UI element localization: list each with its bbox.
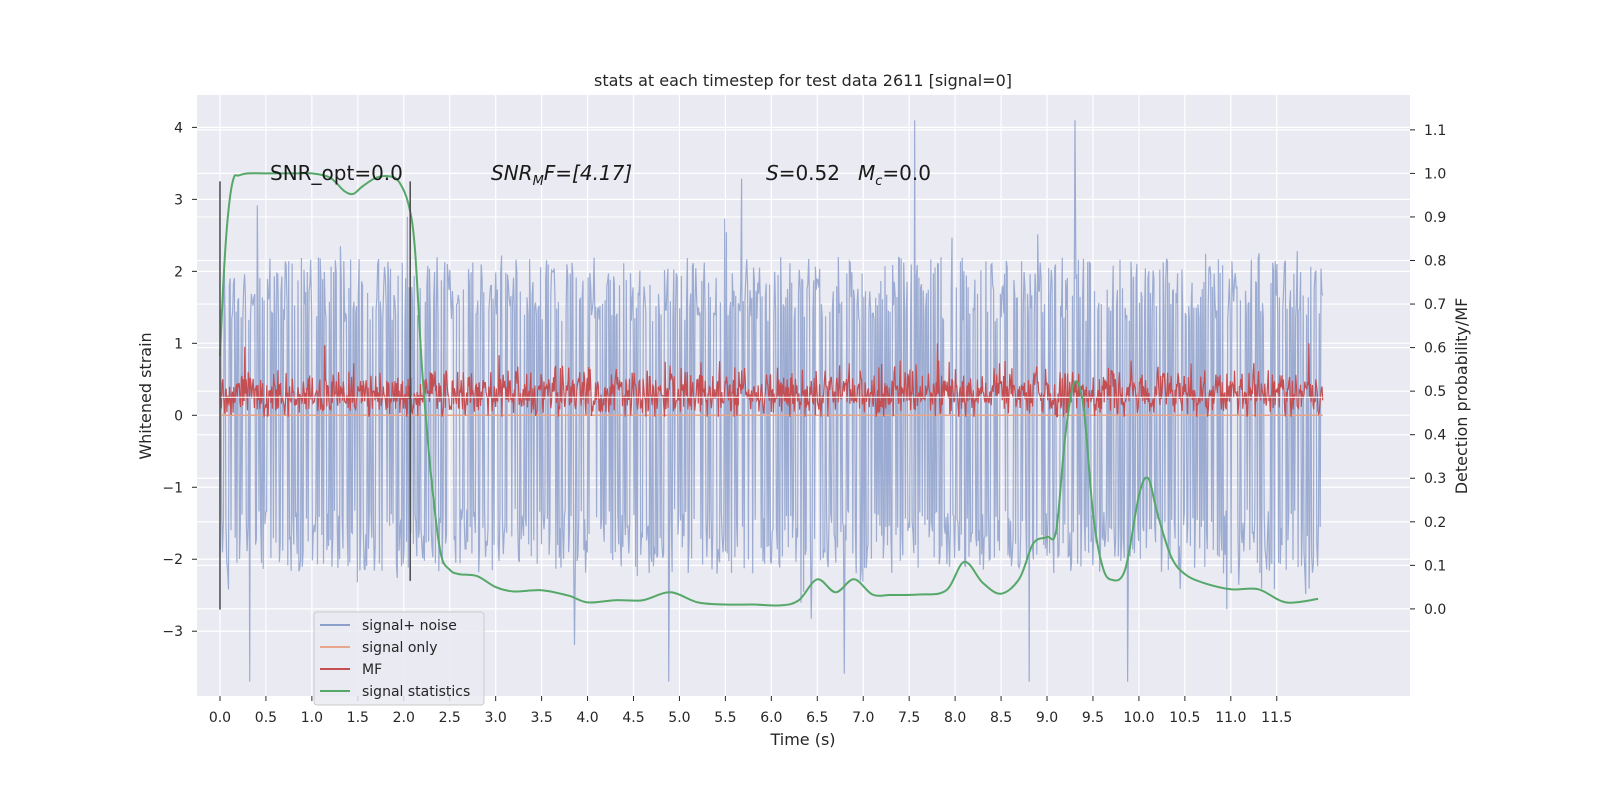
x-tick-label: 6.5 [806,710,828,726]
x-tick-label: 9.5 [1082,710,1104,726]
annotation-s-name: S [766,161,779,185]
x-tick-label: 10.5 [1169,710,1200,726]
x-tick-label: 8.5 [990,710,1012,726]
x-tick-label: 11.0 [1215,710,1246,726]
y-right-tick-label: 0.1 [1424,558,1446,574]
x-tick-label: 10.0 [1123,710,1154,726]
annotation-snr-mf-sub: M [533,174,544,189]
y-right-tick-label: 0.8 [1424,253,1446,269]
legend-box [313,611,485,706]
series-signal-noise-line [219,120,1324,682]
y-axis-label-right: Detection probability/MF [1452,298,1471,495]
y-left-tick-label: 1 [174,336,183,352]
y-right-tick-label: 0.2 [1424,515,1446,531]
chart-title: stats at each timestep for test data 261… [594,71,1012,90]
x-tick-label: 0.5 [255,710,277,726]
y-axis-label-left: Whitened strain [136,332,155,459]
legend-label-signal-statistics: signal statistics [362,684,470,700]
x-tick-label: 4.0 [576,710,598,726]
legend: signal+ noise signal only MF signal stat… [313,611,485,706]
y-left-tick-label: 3 [174,192,183,208]
y-right-tick-label: 0.0 [1424,602,1446,618]
y-left-tick-label: 2 [174,264,183,280]
series-layer [219,120,1324,682]
annotation-mc-name: M [858,161,875,185]
x-tick-label: 2.5 [439,710,461,726]
x-tick-label: 3.5 [530,710,552,726]
annotation-s-value: =0.52 [779,161,840,185]
y-right-tick-label: 0.5 [1424,384,1446,400]
y-left-tick-label: −1 [162,480,183,496]
x-tick-label: 3.0 [485,710,507,726]
x-axis-label: Time (s) [769,730,835,749]
legend-label-signal-noise: signal+ noise [362,618,457,634]
y-left-tick-label: −3 [162,624,183,640]
x-tick-label: 1.5 [347,710,369,726]
x-tick-label: 5.0 [668,710,690,726]
y-right-tick-label: 0.3 [1424,471,1446,487]
x-tick-label: 5.5 [714,710,736,726]
x-tick-label: 2.0 [393,710,415,726]
annotation-snr-opt: SNR_opt=0.0 [270,161,403,185]
y-left-tick-label: 4 [174,120,183,136]
annotation-snr-mf: SNRMF=[4.17] [491,161,632,189]
annotation-snr-mf-name: SNR [491,161,533,185]
annotation-mc-value: =0.0 [882,161,931,185]
x-tick-label: 7.0 [852,710,874,726]
ticks: 0.0 0.5 1.0 1.5 2.0 2.5 3.0 3.5 4.0 4.5 5.0 5.5 6.0 6… [162,120,1446,726]
x-tick-label: 7.5 [898,710,920,726]
x-tick-label: 8.0 [944,710,966,726]
x-tick-label: 0.0 [209,710,231,726]
series-signal-statistics-line [219,172,1319,607]
y-right-tick-label: 1.0 [1424,166,1446,182]
y-right-tick-label: 0.4 [1424,428,1446,444]
x-tick-label: 11.5 [1261,710,1292,726]
y-right-tick-label: 0.9 [1424,210,1446,226]
legend-label-mf: MF [362,662,382,678]
annotation-mc: Mc=0.0 [858,161,931,189]
annotation-snr-mf-rest: F=[4.17] [544,161,632,185]
y-right-tick-label: 0.6 [1424,341,1446,357]
x-tick-label: 4.5 [622,710,644,726]
legend-label-signal-only: signal only [362,640,437,656]
series-mf-line [219,343,1324,418]
x-tick-label: 9.0 [1036,710,1058,726]
y-right-tick-label: 1.1 [1424,123,1446,139]
x-tick-label: 6.0 [760,710,782,726]
annotation-s: S=0.52 [766,161,840,185]
y-left-tick-label: −2 [162,552,183,568]
vertical-lines [219,181,411,610]
y-right-tick-label: 0.7 [1424,297,1446,313]
y-left-tick-label: 0 [174,408,183,424]
x-tick-label: 1.0 [301,710,323,726]
annotation-mc-sub: c [875,174,882,189]
